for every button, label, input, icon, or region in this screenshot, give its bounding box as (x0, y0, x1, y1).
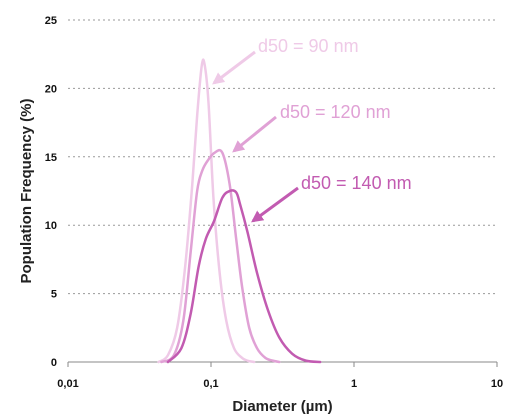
annotation-arrow-0 (212, 50, 256, 85)
y-tick-label-1: 5 (51, 289, 57, 301)
axis-titles: Diameter (µm) Population Frequency (%) (18, 98, 333, 415)
x-tick-label-3: 10 (491, 378, 503, 390)
tick-labels: 0 5 10 15 20 25 0,01 0,1 1 10 (45, 15, 503, 390)
annotation-label-1: d50 = 120 nm (280, 102, 391, 122)
series-lines (157, 58, 322, 364)
y-tick-label-5: 25 (45, 15, 57, 27)
annotation-label-2: d50 = 140 nm (301, 173, 412, 193)
y-tick-label-3: 15 (45, 152, 57, 164)
x-axis-title: Diameter (µm) (232, 398, 332, 415)
annotation-label-0: d50 = 90 nm (258, 36, 359, 56)
x-tick-label-0: 0,01 (57, 378, 78, 390)
y-axis-title: Population Frequency (%) (18, 98, 35, 283)
gridlines (68, 19, 497, 295)
x-tick-label-1: 0,1 (203, 378, 218, 390)
series-line-1 (160, 148, 281, 364)
series-line-0 (157, 58, 256, 364)
annotations: d50 = 90 nm d50 = 120 nm d50 = 140 nm (212, 36, 412, 223)
annotation-arrow-2 (251, 186, 299, 223)
annotation-arrow-1 (232, 115, 277, 153)
y-tick-label-0: 0 (51, 357, 57, 369)
series-line-2 (166, 189, 322, 364)
y-tick-label-2: 10 (45, 220, 57, 232)
x-tick-label-2: 1 (351, 378, 357, 390)
axes (67, 361, 498, 367)
y-tick-label-4: 20 (45, 83, 57, 95)
